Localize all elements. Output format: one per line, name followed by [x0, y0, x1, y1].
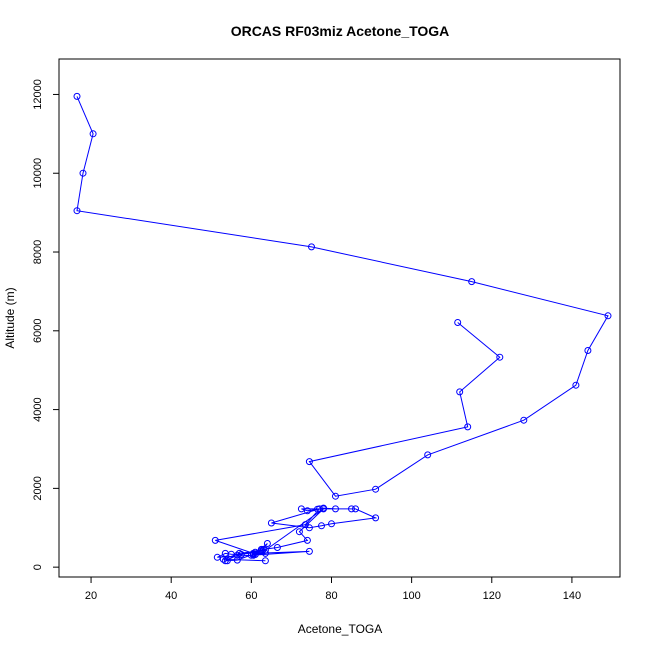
data-point-1-41 — [219, 555, 227, 563]
data-point-1-33 — [251, 551, 259, 558]
data-point-0-8 — [572, 381, 580, 389]
data-point-0-12 — [332, 492, 339, 500]
data-point-1-13 — [301, 521, 309, 529]
data-point-1-35 — [273, 544, 281, 551]
data-point-0-10 — [424, 451, 432, 459]
x-tick-label-4: 100 — [402, 590, 420, 602]
data-point-1-27 — [233, 551, 241, 559]
data-point-0-1 — [89, 130, 97, 138]
x-tick-label-5: 120 — [483, 590, 501, 602]
data-point-0-13 — [305, 458, 313, 466]
x-tick-label-1: 40 — [165, 590, 177, 602]
data-point-1-8 — [328, 520, 335, 528]
data-point-0-3 — [73, 207, 81, 215]
data-point-1-14 — [211, 536, 219, 544]
data-point-0-7 — [584, 347, 592, 354]
data-point-0-5 — [468, 278, 476, 286]
x-axis: 20 40 60 80 100 120 140 — [85, 577, 581, 602]
data-point-1-32 — [261, 549, 269, 557]
y-tick-label-1: 2000 — [32, 476, 44, 500]
data-point-0-15 — [456, 388, 464, 396]
data-point-1-29 — [223, 557, 231, 565]
x-tick-label-3: 80 — [325, 590, 337, 602]
series-line-1 — [215, 507, 378, 562]
data-point-1-42 — [261, 557, 269, 565]
data-point-1-12 — [316, 505, 323, 513]
y-tick-label-3: 6000 — [32, 319, 44, 343]
data-point-1-9 — [318, 522, 325, 530]
data-point-1-6 — [352, 505, 359, 513]
series-layer — [73, 92, 612, 565]
data-point-0-16 — [496, 353, 504, 361]
data-point-1-38 — [320, 505, 327, 513]
data-point-0-9 — [520, 416, 528, 424]
x-tick-label-6: 140 — [563, 590, 581, 602]
data-point-1-18 — [213, 553, 221, 561]
plot-frame — [58, 58, 621, 578]
data-point-1-36 — [303, 536, 311, 544]
data-point-1-5 — [348, 505, 355, 513]
x-tick-label-0: 20 — [85, 590, 97, 602]
data-point-1-26 — [257, 545, 265, 553]
y-tick-label-6: 12000 — [32, 79, 44, 110]
data-point-0-14 — [464, 423, 472, 431]
data-point-1-3 — [303, 507, 311, 515]
chart-title: ORCAS RF03miz Acetone_TOGA — [231, 23, 450, 39]
x-tick-label-2: 60 — [245, 590, 257, 602]
data-point-0-0 — [73, 92, 81, 100]
data-point-1-40 — [235, 549, 243, 557]
data-point-1-0 — [332, 505, 339, 513]
data-point-0-17 — [454, 319, 462, 326]
data-point-1-30 — [233, 556, 241, 564]
data-point-0-11 — [372, 485, 380, 493]
y-axis-label: Altitude (m) — [3, 287, 17, 348]
y-axis: 0 2000 4000 6000 8000 10000 12000 — [32, 79, 59, 570]
y-tick-label-0: 0 — [32, 564, 44, 570]
y-tick-label-5: 10000 — [32, 158, 44, 189]
y-tick-label-4: 8000 — [32, 240, 44, 264]
y-tick-label-2: 4000 — [32, 397, 44, 421]
data-point-1-16 — [305, 547, 313, 555]
data-point-1-37 — [295, 528, 303, 536]
data-point-1-4 — [297, 505, 305, 513]
x-axis-label: Acetone_TOGA — [298, 622, 383, 636]
data-point-1-7 — [372, 514, 380, 522]
series-line-0 — [76, 96, 609, 497]
data-point-0-4 — [308, 243, 315, 251]
data-point-0-2 — [79, 169, 87, 177]
data-point-1-24 — [263, 540, 271, 547]
data-point-1-11 — [267, 519, 275, 527]
data-point-0-6 — [604, 312, 612, 320]
data-point-1-28 — [221, 557, 229, 565]
data-point-1-39 — [261, 546, 269, 554]
